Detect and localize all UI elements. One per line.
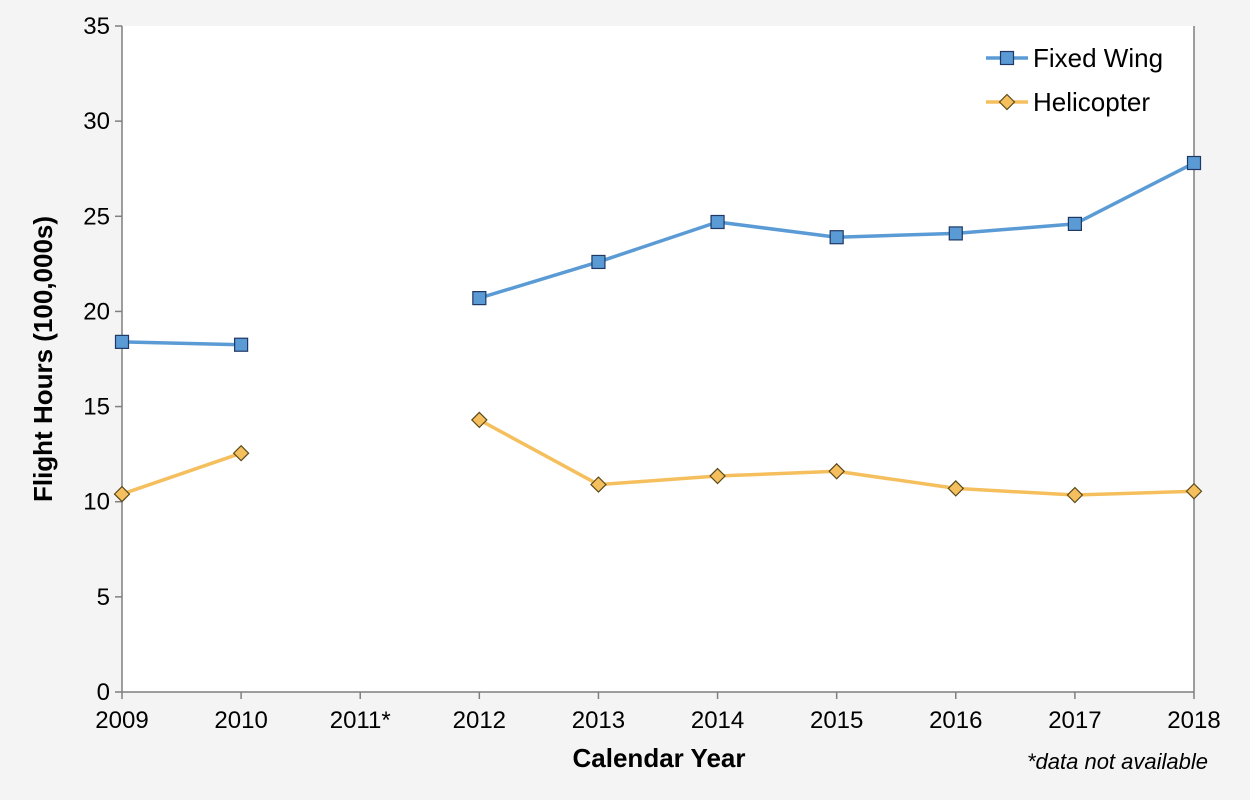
x-tick-label: 2013: [572, 707, 625, 734]
x-tick-label: 2011*: [330, 707, 391, 734]
legend: Fixed Wing Helicopter: [986, 43, 1163, 117]
data-point: [948, 226, 963, 241]
data-point: [114, 334, 130, 349]
data-point: [591, 254, 606, 270]
x-tick-label: 2018: [1167, 707, 1220, 734]
data-point: [234, 337, 249, 352]
data-point: [709, 467, 726, 485]
x-tick-label: 2009: [95, 707, 148, 734]
plot-area: [122, 26, 1194, 692]
series-helicopter: [113, 411, 1203, 504]
data-point: [1066, 486, 1084, 504]
data-point: [947, 480, 965, 497]
legend-label: Fixed Wing: [1033, 43, 1163, 73]
axes: 0 5 10 15 20 25 30 35 2009 2010 2011* 2012 2013 2014 2…: [83, 13, 1220, 734]
y-tick-label: 0: [97, 679, 110, 706]
y-tick-label: 35: [83, 13, 110, 40]
data-point: [1186, 155, 1202, 171]
y-tick-label: 20: [83, 298, 110, 325]
data-point: [232, 444, 250, 462]
data-point: [710, 214, 725, 230]
x-tick-label: 2014: [691, 707, 744, 734]
x-tick-label: 2012: [453, 707, 506, 734]
y-tick-label: 15: [83, 394, 110, 421]
data-point: [1067, 216, 1082, 231]
x-tick-label: 2015: [810, 707, 863, 734]
legend-item: Fixed Wing: [986, 43, 1163, 73]
y-tick-label: 25: [83, 203, 110, 230]
x-tick-label: 2016: [929, 707, 982, 734]
y-tick-label: 5: [97, 584, 110, 611]
data-point: [1185, 482, 1203, 500]
legend-item: Helicopter: [986, 87, 1150, 117]
series-layer: [113, 155, 1203, 504]
footnote: *data not available: [1027, 749, 1208, 774]
y-tick-label: 30: [83, 108, 110, 135]
data-point: [113, 485, 131, 503]
y-tick-label: 10: [83, 489, 110, 516]
y-axis-title: Flight Hours (100,000s): [28, 216, 58, 502]
x-axis-title: Calendar Year: [573, 743, 746, 773]
data-point: [828, 462, 846, 480]
legend-label: Helicopter: [1033, 87, 1150, 117]
x-tick-label: 2010: [214, 707, 267, 734]
series-fixed-wing: [114, 155, 1202, 352]
data-point: [470, 411, 488, 429]
data-point: [590, 476, 607, 493]
legend-marker: [999, 50, 1015, 66]
x-tick-label: 2017: [1048, 707, 1101, 734]
series-line: [121, 451, 242, 496]
legend-marker: [998, 93, 1016, 111]
data-point: [829, 230, 844, 245]
series-line: [121, 340, 242, 347]
data-point: [472, 291, 487, 306]
